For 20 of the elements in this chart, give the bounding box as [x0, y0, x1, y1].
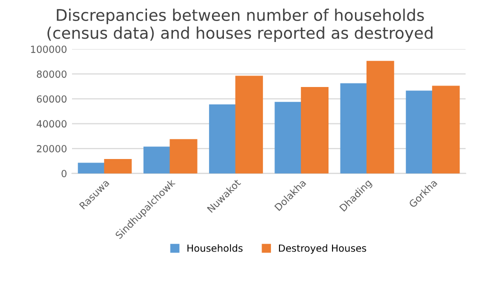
- bar: [104, 159, 132, 174]
- chart-title: Discrepancies between number of households (census data) and houses reported as destroyed: [48, 8, 432, 42]
- bar: [235, 76, 263, 174]
- bar: [209, 104, 237, 174]
- y-tick-label: 40000: [36, 120, 66, 128]
- bar: [143, 146, 172, 174]
- bar: [274, 102, 302, 174]
- y-tick-label: 60000: [36, 95, 66, 103]
- legend-label: Destroyed Houses: [278, 244, 366, 254]
- y-tick-label: 100000: [31, 46, 66, 53]
- bar: [170, 139, 198, 174]
- bar: [406, 90, 434, 174]
- y-tick-label: 20000: [36, 145, 66, 152]
- legend-label: Households: [187, 244, 243, 252]
- bar: [432, 86, 460, 174]
- bar: [366, 60, 394, 174]
- bar: [300, 86, 329, 174]
- bar: [340, 83, 368, 174]
- y-tick-label: 80000: [36, 70, 66, 78]
- y-tick-label: 0: [62, 170, 66, 178]
